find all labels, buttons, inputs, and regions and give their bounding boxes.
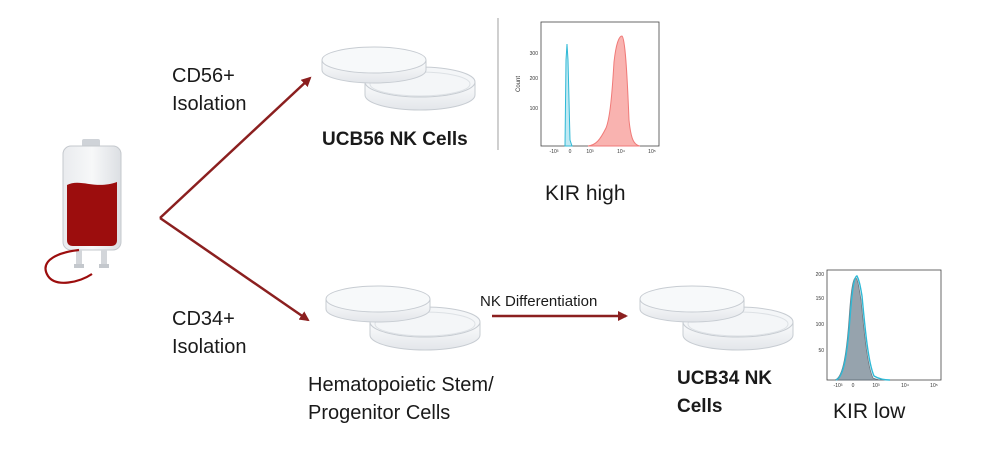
- hist-top-xtick: 0: [569, 149, 572, 155]
- ucb34-label-line1: UCB34 NK: [677, 368, 773, 389]
- hsc-label-line1: Hematopoietic Stem/: [308, 374, 494, 396]
- hist-top-xtick: -10³: [550, 149, 559, 155]
- hist-top-xtick: 10⁵: [648, 149, 656, 155]
- hist-top-ytick: 300: [530, 51, 539, 57]
- hist-bottom-ytick: 200: [816, 272, 825, 278]
- cd56-isolation-label-line1: CD56+: [172, 65, 235, 87]
- hist-top-ytick: 200: [530, 76, 539, 82]
- petri-dish-icon: [321, 46, 476, 111]
- hist-bottom-ytick: 100: [816, 322, 825, 328]
- petri-dish-icon: [325, 285, 481, 351]
- nk-differentiation-label: NK Differentiation: [480, 293, 598, 310]
- hist-bottom-xtick: 0: [852, 383, 855, 389]
- hist-bottom-ytick: 50: [818, 348, 824, 354]
- cd34-isolation-label-line1: CD34+: [172, 308, 235, 330]
- kir-low-label: KIR low: [833, 400, 906, 423]
- hist-bottom-ytick: 150: [816, 296, 825, 302]
- blood-bag-icon: [44, 139, 122, 284]
- hist-bottom-xtick: 10⁴: [901, 383, 909, 389]
- hsc-label-line2: Progenitor Cells: [308, 402, 451, 424]
- arrow-to-cd34: [159, 216, 310, 322]
- histogram-kir-high: Count 300 200 100 -10³ 0 10³ 10⁴ 10⁵: [497, 18, 660, 155]
- arrow-to-cd56: [159, 76, 312, 219]
- ucb34-label-line2: Cells: [677, 396, 723, 417]
- ucb56-label: UCB56 NK Cells: [322, 129, 468, 150]
- hist-top-xtick: 10³: [586, 149, 594, 155]
- hist-top-ytick: 100: [530, 106, 539, 112]
- hist-bottom-xtick: 10⁵: [930, 383, 938, 389]
- cd56-isolation-label-line2: Isolation: [172, 93, 247, 115]
- cd34-isolation-label-line2: Isolation: [172, 336, 247, 358]
- hist-top-ylabel: Count: [516, 76, 522, 92]
- petri-dish-icon: [639, 285, 794, 351]
- histogram-kir-low: 200 150 100 50 -10³ 0 10³ 10⁴ 10⁵: [816, 269, 942, 389]
- kir-high-label: KIR high: [545, 182, 626, 205]
- hist-bottom-xtick: 10³: [872, 383, 880, 389]
- hist-top-xtick: 10⁴: [617, 149, 625, 155]
- hist-bottom-xtick: -10³: [834, 383, 843, 389]
